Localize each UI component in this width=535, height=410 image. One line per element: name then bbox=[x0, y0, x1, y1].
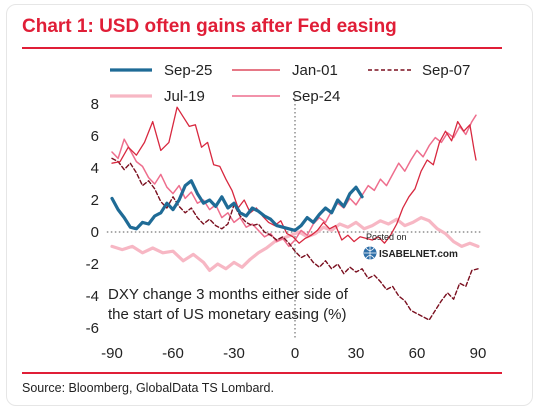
series-line-sep-07 bbox=[111, 157, 479, 321]
watermark-line1: Posted on bbox=[366, 232, 407, 242]
series-line-jan-01 bbox=[111, 106, 477, 244]
title-divider bbox=[22, 47, 502, 49]
x-tick-label: -90 bbox=[101, 345, 123, 362]
y-tick-label: 8 bbox=[91, 96, 99, 113]
x-tick-label: 60 bbox=[409, 345, 426, 362]
y-tick-label: -2 bbox=[86, 256, 99, 273]
source-note: Source: Bloomberg, GlobalData TS Lombard… bbox=[22, 381, 274, 395]
chart-card bbox=[6, 4, 533, 406]
y-tick-label: 6 bbox=[91, 128, 99, 145]
y-tick-label: 0 bbox=[91, 224, 99, 241]
y-tick-label: -6 bbox=[86, 320, 99, 337]
watermark: Posted on ISABELNET.com bbox=[363, 232, 458, 260]
x-tick-label: 0 bbox=[291, 345, 299, 362]
source-divider bbox=[22, 372, 502, 374]
series-line-sep-24 bbox=[111, 114, 477, 248]
watermark-line2: ISABELNET.com bbox=[379, 249, 458, 260]
legend-label-jul-19: Jul-19 bbox=[164, 88, 205, 105]
x-tick-label: -30 bbox=[223, 345, 245, 362]
legend-label-sep-24: Sep-24 bbox=[292, 88, 340, 105]
x-tick-label: 90 bbox=[470, 345, 487, 362]
legend-label-sep-07: Sep-07 bbox=[422, 62, 470, 79]
annotation-line: the start of US monetary easing (%) bbox=[108, 306, 346, 323]
annotation: DXY change 3 months either side of the st… bbox=[108, 286, 349, 323]
legend-label-sep-25: Sep-25 bbox=[164, 62, 212, 79]
annotation-line: DXY change 3 months either side of bbox=[108, 286, 349, 303]
y-tick-label: -4 bbox=[86, 288, 99, 305]
y-tick-label: 2 bbox=[91, 192, 99, 209]
x-tick-label: -60 bbox=[162, 345, 184, 362]
series-line-sep-25 bbox=[110, 179, 364, 232]
x-tick-label: 30 bbox=[348, 345, 365, 362]
series-line-jul-19 bbox=[110, 216, 480, 272]
axes: 8 6 4 2 0 -2 -4 -6-90 -60 -30 0 30 60 90 bbox=[86, 96, 487, 362]
legend-label-jan-01: Jan-01 bbox=[292, 62, 338, 79]
globe-icon bbox=[363, 246, 377, 260]
series-layer bbox=[110, 106, 480, 321]
y-tick-label: 4 bbox=[91, 160, 99, 177]
legend: Sep-25 Jan-01 Sep-07 Jul-19 Sep-24 bbox=[110, 62, 470, 105]
chart-title: Chart 1: USD often gains after Fed easin… bbox=[22, 16, 397, 37]
